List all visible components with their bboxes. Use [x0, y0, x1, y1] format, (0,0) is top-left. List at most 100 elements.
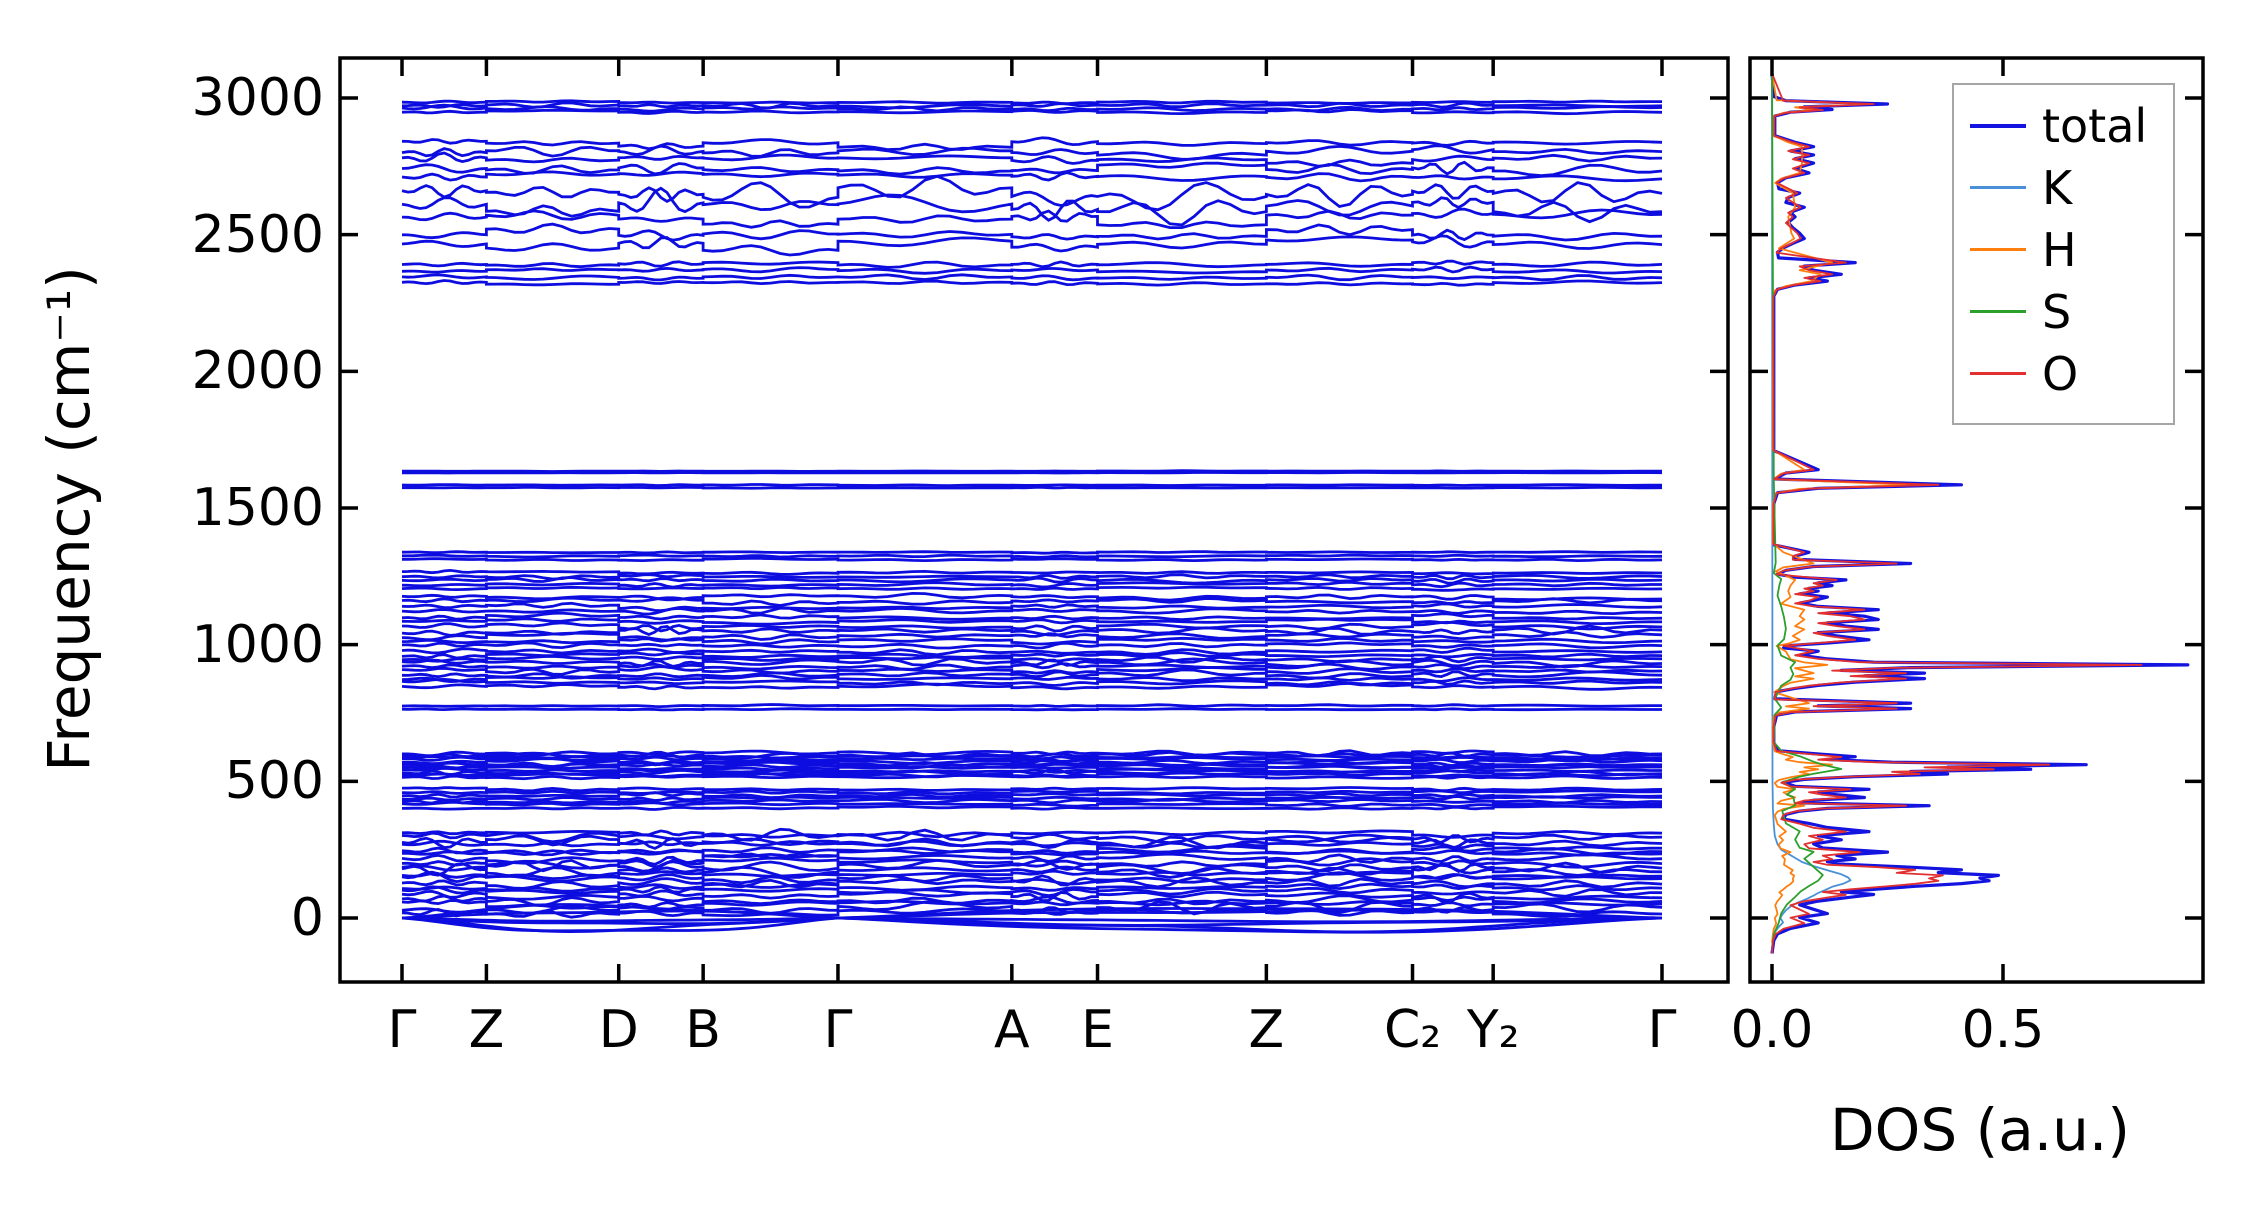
- kpoint-label: Z: [468, 1000, 505, 1060]
- band-line: [401, 596, 1662, 607]
- band-line: [401, 568, 1663, 576]
- band-line: [401, 101, 1663, 110]
- band-line: [401, 766, 1662, 774]
- band-line: [402, 749, 1663, 758]
- legend-label: K: [2042, 160, 2073, 215]
- band-line: [401, 899, 1663, 910]
- kpoint-label: Γ: [1647, 1000, 1677, 1060]
- kpoint-label: E: [1081, 1000, 1114, 1060]
- kpoint-label: Γ: [823, 1000, 853, 1060]
- band-line: [401, 222, 1663, 242]
- frequency-tick-label: 500: [224, 751, 324, 812]
- acoustic-band-line: [401, 916, 1663, 924]
- band-line: [401, 795, 1662, 802]
- band-line: [401, 707, 1662, 712]
- legend-entry-S: S: [1970, 287, 2173, 336]
- band-line: [402, 469, 1663, 473]
- band-line: [401, 174, 1663, 212]
- band-line: [401, 641, 1663, 650]
- band-line: [401, 654, 1663, 664]
- band-lines: [401, 99, 1663, 934]
- legend-entry-O: O: [1970, 349, 2173, 398]
- band-line: [401, 804, 1662, 811]
- band-line: [401, 585, 1663, 592]
- band-line: [402, 553, 1663, 559]
- legend-entry-K: K: [1970, 163, 2173, 212]
- frequency-tick-label: 2500: [191, 204, 324, 265]
- band-line: [401, 889, 1663, 904]
- band-line: [401, 170, 1663, 183]
- dos-panel-frame: [1748, 56, 2205, 984]
- dos-series-S: [1771, 73, 1843, 949]
- kpoint-label: Z: [1248, 1000, 1285, 1060]
- band-line: [401, 755, 1662, 763]
- kpoint-label: B: [685, 1000, 721, 1060]
- band-line: [401, 801, 1663, 808]
- band-line: [401, 657, 1663, 669]
- band-line: [402, 786, 1663, 793]
- band-line: [401, 885, 1663, 898]
- band-line: [402, 556, 1663, 563]
- kpoint-label: D: [598, 1000, 639, 1060]
- band-line: [401, 576, 1663, 585]
- frequency-tick-label: 1000: [191, 614, 324, 675]
- band-line: [401, 144, 1663, 161]
- band-line: [401, 882, 1663, 893]
- legend-line-sample: [1970, 372, 2026, 375]
- band-line: [401, 273, 1663, 282]
- legend-entry-H: H: [1970, 225, 2173, 274]
- band-line: [401, 207, 1663, 229]
- dos-tick-label: 0.0: [1730, 1000, 1814, 1060]
- dos-axis-label: DOS (a.u.): [1830, 1096, 2130, 1164]
- band-line: [401, 662, 1663, 671]
- band-line: [401, 791, 1663, 800]
- band-line: [401, 797, 1663, 805]
- band-line: [401, 136, 1663, 152]
- band-line: [402, 485, 1663, 490]
- band-line: [401, 665, 1663, 676]
- band-line: [401, 591, 1663, 602]
- band-line: [401, 681, 1663, 691]
- band-line: [402, 848, 1663, 859]
- legend-line-sample: [1970, 248, 2026, 251]
- band-line: [401, 646, 1663, 657]
- legend-line-sample: [1970, 186, 2026, 189]
- band-line: [401, 186, 1663, 227]
- legend-label: H: [2042, 222, 2077, 277]
- band-line: [401, 624, 1663, 637]
- band-line: [401, 844, 1663, 857]
- band-line: [401, 856, 1663, 870]
- band-line: [401, 573, 1663, 581]
- kpoint-label: C₂: [1383, 1000, 1442, 1060]
- axes: [338, 56, 2205, 984]
- kpoint-label: A: [994, 1000, 1030, 1060]
- dos-tick-label: 0.5: [1961, 1000, 2045, 1060]
- band-line: [401, 550, 1663, 555]
- frequency-tick-label: 1500: [191, 478, 324, 538]
- dos-legend-items: total K H S O: [1970, 101, 2173, 398]
- band-line: [401, 160, 1663, 178]
- frequency-tick-label: 3000: [191, 68, 324, 128]
- band-panel-frame: [338, 56, 1730, 984]
- band-line: [401, 483, 1663, 488]
- legend-entry-total: total: [1970, 101, 2173, 150]
- band-line: [401, 151, 1663, 168]
- band-line: [401, 750, 1663, 760]
- band-line: [401, 636, 1663, 646]
- kpoint-label: Γ: [387, 1000, 417, 1060]
- legend-line-sample: [1970, 123, 2026, 128]
- band-line: [401, 580, 1662, 589]
- dos-curves: [1770, 73, 2190, 954]
- band-line: [401, 606, 1663, 616]
- legend-label: total: [2042, 98, 2148, 153]
- band-line: [401, 103, 1663, 113]
- band-line: [402, 760, 1663, 769]
- band-line: [401, 651, 1663, 660]
- band-line: [401, 677, 1663, 687]
- band-line: [401, 601, 1663, 613]
- band-line: [401, 869, 1663, 881]
- band-line: [401, 99, 1662, 106]
- band-line: [401, 827, 1663, 845]
- kpoint-label: Y₂: [1466, 1000, 1520, 1060]
